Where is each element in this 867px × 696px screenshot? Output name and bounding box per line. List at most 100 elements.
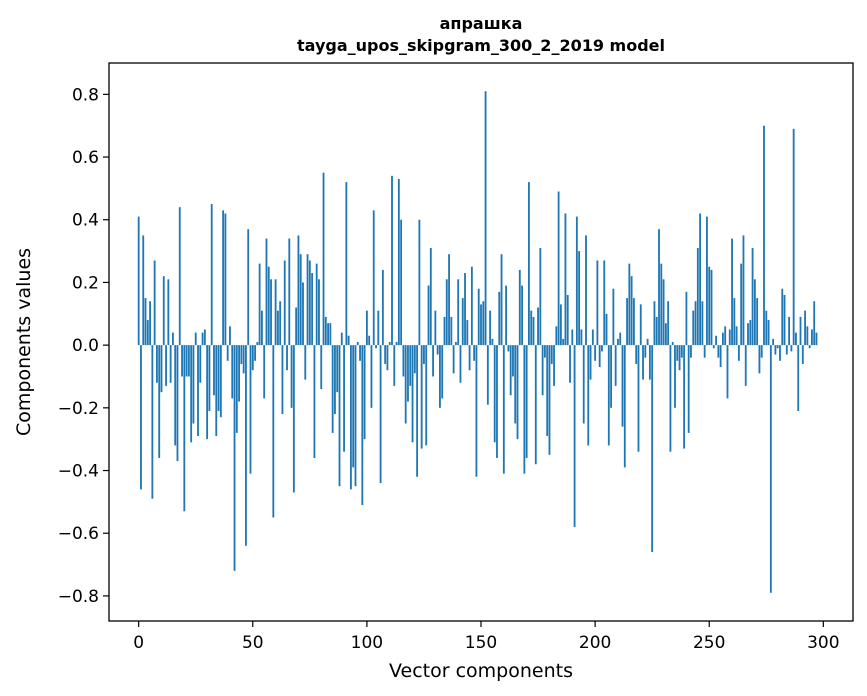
y-axis-label: Components values	[13, 248, 35, 436]
bar-component-43	[235, 345, 238, 433]
bar-component-11	[162, 276, 165, 346]
bar-component-88	[338, 345, 341, 487]
bar-component-227	[655, 316, 658, 346]
bar-component-230	[662, 279, 665, 346]
bar-component-226	[653, 301, 656, 346]
bar-component-207	[610, 345, 612, 408]
bar-component-73	[304, 345, 307, 380]
bar-component-167	[518, 269, 521, 346]
bar-component-280	[776, 345, 779, 349]
bar-component-176	[539, 247, 542, 346]
bar-component-214	[626, 298, 628, 346]
bar-component-128	[429, 247, 432, 346]
bar-component-71	[299, 254, 302, 346]
bar-component-192	[575, 216, 578, 346]
y-tick-label: 0.2	[72, 273, 99, 293]
bar-component-252	[712, 345, 715, 349]
bar-component-104	[375, 345, 377, 349]
bar-component-86	[334, 345, 336, 415]
bar-component-58	[270, 279, 272, 346]
bar-component-66	[288, 238, 291, 346]
bar-component-5	[149, 301, 151, 346]
bar-component-18	[178, 207, 181, 346]
bar-component-152	[484, 91, 487, 346]
bar-component-97	[359, 345, 361, 361]
bar-component-3	[144, 298, 147, 346]
bar-component-173	[532, 316, 535, 346]
bar-component-259	[728, 329, 731, 346]
bar-component-235	[674, 345, 676, 408]
bar-component-267	[747, 323, 749, 346]
bar-component-132	[439, 345, 441, 408]
bar-component-91	[345, 182, 348, 346]
bar-component-90	[343, 345, 345, 452]
bar-component-41	[231, 345, 234, 399]
bar-component-12	[165, 345, 167, 386]
bar-component-103	[372, 210, 375, 346]
bar-component-162	[507, 345, 510, 352]
bar-component-26	[197, 345, 199, 437]
bar-component-282	[781, 288, 784, 346]
bar-component-199	[591, 329, 594, 346]
bar-component-191	[573, 345, 576, 527]
bar-component-125	[423, 345, 425, 364]
bar-component-206	[607, 345, 610, 446]
bar-component-287	[792, 128, 795, 346]
bar-component-158	[498, 291, 501, 346]
bar-component-94	[352, 345, 355, 468]
bar-component-59	[272, 345, 275, 518]
bar-component-178	[543, 345, 546, 358]
bar-component-52	[256, 342, 259, 346]
bar-component-24	[192, 345, 195, 424]
bar-component-268	[749, 320, 752, 346]
bar-component-114	[397, 178, 400, 346]
bar-component-163	[509, 345, 512, 396]
bar-component-184	[557, 191, 560, 346]
y-tick-label: −0.8	[58, 587, 99, 607]
bar-component-13	[167, 279, 170, 346]
bar-component-57	[267, 266, 270, 346]
bar-component-121	[413, 345, 416, 374]
bar-component-64	[283, 260, 286, 346]
bar-component-175	[537, 307, 539, 346]
bar-component-194	[580, 329, 583, 346]
bar-component-261	[733, 298, 736, 346]
bar-component-49	[249, 345, 252, 474]
bar-component-23	[190, 345, 193, 443]
bar-component-93	[350, 345, 352, 490]
bar-component-239	[683, 345, 686, 449]
bar-component-50	[251, 345, 254, 371]
y-tick-label: 0.0	[72, 336, 99, 356]
x-tick-label: 250	[693, 633, 725, 653]
bar-component-193	[578, 251, 581, 346]
y-tick-label: 0.8	[72, 85, 99, 105]
bars-group	[137, 91, 818, 593]
bar-component-209	[614, 345, 617, 386]
bar-component-146	[470, 266, 473, 346]
bar-component-187	[564, 213, 567, 346]
bar-component-168	[521, 285, 523, 346]
bar-component-102	[370, 345, 373, 408]
bar-component-238	[680, 345, 683, 358]
bar-component-243	[692, 310, 695, 346]
bar-component-183	[555, 326, 558, 346]
y-tick-label: 0.4	[72, 211, 99, 231]
bar-component-255	[719, 345, 722, 368]
bar-component-100	[365, 310, 368, 346]
bar-component-80	[320, 345, 323, 390]
bar-component-111	[391, 175, 393, 346]
bar-component-156	[493, 345, 496, 443]
x-tick-label: 200	[579, 633, 611, 653]
bar-component-89	[340, 332, 343, 346]
bar-component-236	[676, 345, 679, 361]
bar-component-275	[765, 310, 768, 346]
bar-component-170	[525, 345, 528, 458]
bar-component-119	[409, 345, 412, 386]
bar-component-105	[377, 310, 380, 346]
bar-component-169	[523, 345, 526, 474]
bar-component-294	[808, 345, 811, 349]
bar-component-29	[203, 329, 206, 346]
bar-component-213	[623, 345, 626, 468]
bar-component-134	[443, 316, 446, 346]
bar-component-122	[416, 345, 419, 477]
